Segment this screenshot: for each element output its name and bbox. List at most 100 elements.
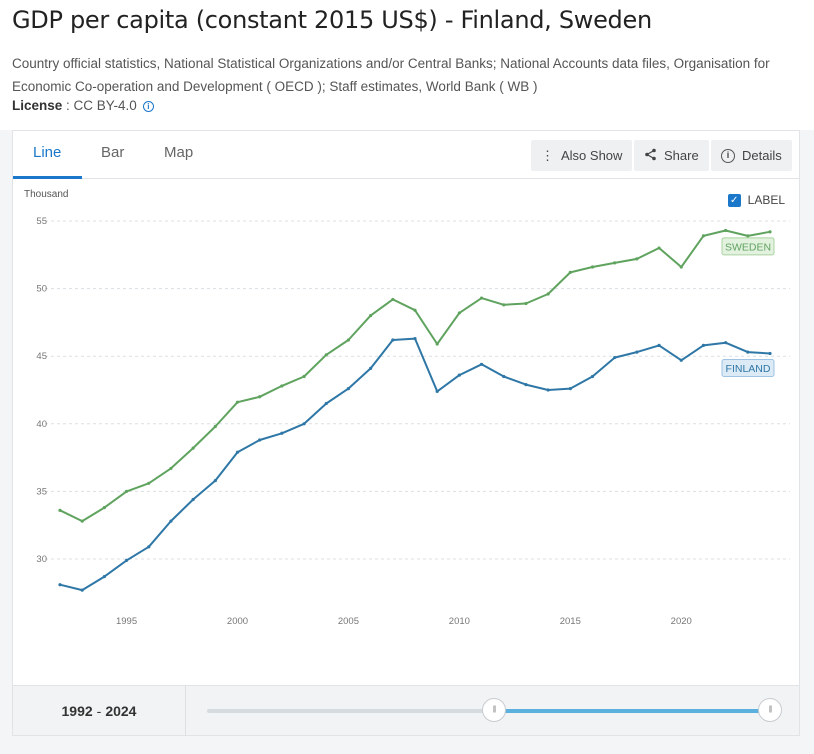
share-icon [644,148,657,164]
license-line: License : CC BY-4.0 i [12,98,154,113]
data-point [80,588,84,592]
x-tick-label: 2010 [449,616,470,627]
data-point [590,265,595,269]
series-end-label: FINLAND [726,363,771,375]
data-point [169,519,173,523]
y-tick-label: 45 [36,351,47,362]
data-point [568,270,572,274]
x-tick-label: 2000 [227,616,248,627]
data-point [213,424,217,429]
data-point [124,558,129,562]
data-point [479,296,484,300]
data-point [546,388,550,392]
series-line-sweden [59,229,771,523]
x-tick-label: 2020 [671,616,692,627]
data-point [58,508,62,512]
data-point [613,261,617,265]
data-point [479,362,484,366]
data-point [191,497,195,502]
line-chart: Thousand 30 35 40 45 50 55 1995 2000 2005 2010 2015… [24,189,790,627]
data-point [701,343,706,347]
data-point [102,506,106,510]
data-point [502,374,506,379]
data-point [635,257,639,261]
data-point [80,519,84,523]
page-title: GDP per capita (constant 2015 US$) - Fin… [12,6,652,34]
info-icon[interactable]: i [142,101,154,112]
also-show-button[interactable]: ⋮ Also Show [531,140,633,171]
data-point [258,395,262,399]
data-point [324,401,328,406]
y-tick-label: 50 [36,284,47,295]
x-tick-label: 2015 [560,616,581,627]
label-toggle-text: LABEL [747,193,785,207]
range-slider-fill [494,709,772,713]
data-point [235,450,240,454]
range-end: 2024 [105,703,137,719]
data-point [546,292,550,296]
x-tick-label: 2005 [338,616,359,627]
share-button[interactable]: Share [634,140,709,171]
data-point [768,230,772,234]
data-point [302,422,306,426]
series-end-label: SWEDEN [725,241,771,253]
data-point [391,297,395,302]
share-label: Share [664,148,699,163]
data-point [413,337,417,341]
data-point [147,481,151,485]
data-point [568,387,572,391]
data-point [746,234,750,238]
y-tick-label: 35 [36,486,47,497]
source-text: Country official statistics, National St… [12,56,770,94]
also-show-label: Also Show [561,148,623,163]
range-end-handle[interactable]: ||| [758,698,782,722]
data-point [302,374,306,379]
data-point [258,438,262,442]
data-point [679,358,683,362]
data-point [457,311,461,315]
data-point [169,466,173,471]
tab-bar[interactable]: Bar [101,144,125,161]
data-point [524,301,528,306]
data-point [635,350,639,354]
info-circle-icon: i [721,148,735,163]
data-point [724,341,728,345]
y-tick-label: 30 [36,554,47,565]
header-area [0,0,814,130]
data-point [280,431,284,435]
data-point [280,384,284,388]
data-point [502,303,506,307]
chart-panel: Line Bar Map ⋮ Also Show Share i Details… [12,130,800,686]
details-label: Details [742,148,782,163]
label-checkbox[interactable]: ✓ [727,193,741,207]
label-toggle[interactable]: ✓ LABEL [727,193,785,207]
data-point [58,583,62,587]
data-point [235,400,240,404]
tab-map[interactable]: Map [164,144,194,161]
data-point [657,246,661,250]
details-button[interactable]: i Details [711,140,792,171]
data-point [369,314,373,318]
data-point [191,446,195,450]
data-point [613,355,617,360]
data-point [657,343,661,347]
data-point [435,389,439,393]
data-point [324,353,328,357]
license-label: License [12,98,63,113]
data-point [457,373,461,377]
data-point [413,308,417,312]
data-point [346,387,351,391]
y-axis-unit-label: Thousand [24,189,68,200]
license-value: : CC BY-4.0 [62,98,137,113]
series-line-finland [59,337,771,592]
data-point [369,366,373,370]
tab-line[interactable]: Line [33,144,62,161]
data-point [679,265,683,269]
range-start-handle[interactable]: ||| [482,698,506,722]
year-range-label: 1992-2024 [13,686,186,736]
data-point [701,234,706,238]
series-end-label-box [721,358,775,377]
data-point [124,489,129,493]
data-point [746,350,750,354]
data-point [435,342,439,346]
